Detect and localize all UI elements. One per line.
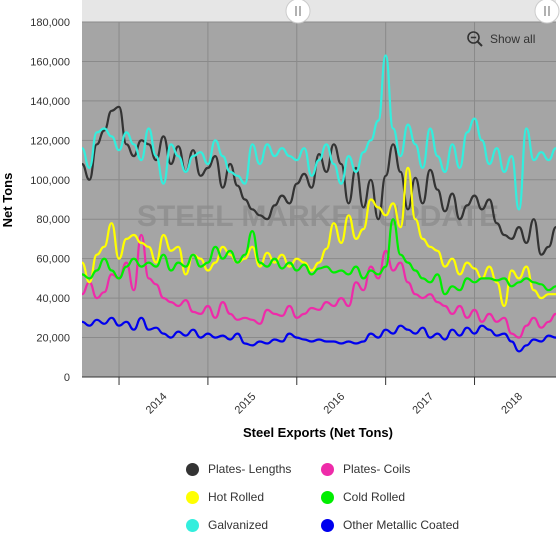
y-tick-label: 40,000 <box>36 293 70 305</box>
legend-label: Galvanized <box>208 518 269 532</box>
y-tick-label: 20,000 <box>36 333 70 345</box>
legend-swatch <box>321 518 334 532</box>
legend-label: Hot Rolled <box>208 490 265 504</box>
range-navigator[interactable] <box>82 0 556 22</box>
watermark-text: STEEL MARKET UPDATE <box>137 200 499 233</box>
legend-item-plates-lengths[interactable]: Plates- Lengths <box>186 462 291 476</box>
legend-label: Plates- Coils <box>343 462 411 476</box>
legend-swatch <box>186 490 199 504</box>
x-tick-label: 2015 <box>233 391 259 417</box>
y-axis-title: Net Tons <box>0 173 15 228</box>
legend-swatch <box>186 518 199 532</box>
y-tick-label: 180,000 <box>30 17 70 29</box>
x-axis-title: Steel Exports (Net Tons) <box>243 425 393 440</box>
watermark: STEEL MARKET UPDATE <box>137 200 499 233</box>
navigator-handle-left[interactable] <box>285 0 311 24</box>
x-tick-label: 2017 <box>410 391 436 417</box>
x-tick-label: 2016 <box>322 391 348 417</box>
navigator-handle-right[interactable] <box>534 0 560 24</box>
y-tick-label: 60,000 <box>36 254 70 266</box>
legend-swatch <box>321 462 334 476</box>
y-tick-label: 0 <box>64 372 70 384</box>
series-line-other-metallic-coated[interactable] <box>81 316 557 353</box>
y-axis-ticks: 0 20,000 40,000 60,000 80,000 100,000 120,000 1… <box>30 17 70 384</box>
y-tick-label: 100,000 <box>30 175 70 187</box>
y-tick-label: 160,000 <box>30 56 70 68</box>
y-tick-label: 80,000 <box>36 214 70 226</box>
legend-label: Cold Rolled <box>343 490 406 504</box>
legend-item-other-metallic-coated[interactable]: Other Metallic Coated <box>321 518 459 532</box>
y-tick-label: 140,000 <box>30 96 70 108</box>
legend-item-galvanized[interactable]: Galvanized <box>186 518 268 532</box>
legend-item-hot-rolled[interactable]: Hot Rolled <box>186 490 264 504</box>
y-tick-label: 120,000 <box>30 135 70 147</box>
x-axis-ticks: 2014 2015 2016 2017 2018 <box>118 377 525 417</box>
x-tick-label: 2014 <box>144 391 170 417</box>
series-line-galvanized[interactable] <box>81 54 557 211</box>
legend-swatch <box>321 490 334 504</box>
legend-item-plates-coils[interactable]: Plates- Coils <box>321 462 410 476</box>
legend-swatch <box>186 462 199 476</box>
series-line-hot-rolled[interactable] <box>81 166 556 308</box>
legend-label: Other Metallic Coated <box>343 518 460 532</box>
legend-label: Plates- Lengths <box>208 462 292 476</box>
legend-item-cold-rolled[interactable]: Cold Rolled <box>321 490 405 504</box>
series-line-cold-rolled[interactable] <box>81 218 557 296</box>
gridlines <box>82 21 556 378</box>
show-all-label: Show all <box>490 32 536 46</box>
series-layer <box>81 54 557 353</box>
series-line-plates-coils[interactable] <box>81 233 557 339</box>
show-all-button[interactable]: Show all <box>466 30 535 48</box>
series-line-plates-lengths[interactable] <box>81 105 557 256</box>
zoom-out-icon <box>467 31 483 47</box>
x-tick-label: 2018 <box>499 391 525 417</box>
